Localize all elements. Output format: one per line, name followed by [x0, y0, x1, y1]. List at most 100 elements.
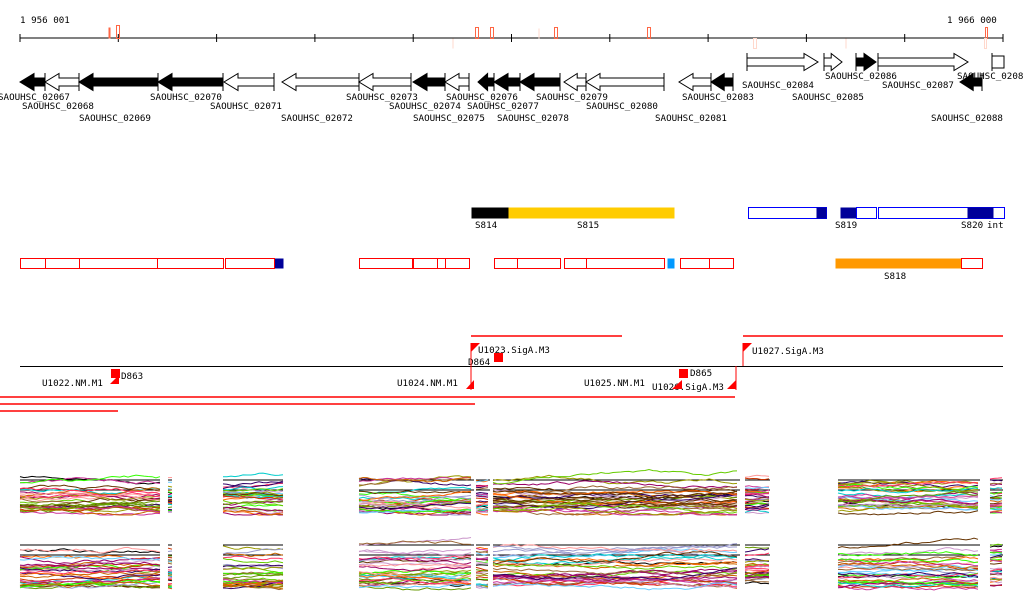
expression-profile: [167, 485, 173, 488]
expression-profile: [989, 580, 1003, 584]
gene-label: SAOUHSC_02078: [497, 113, 569, 124]
expression-profile: [222, 545, 284, 551]
expression-profile: [837, 510, 979, 516]
expression-profile: [222, 564, 284, 574]
expression-profile: [744, 565, 770, 569]
expression-profile: [990, 549, 1003, 553]
expression-profile: [837, 574, 979, 579]
expression-profile: [989, 584, 1003, 587]
expression-profile: [492, 506, 738, 516]
expression-profile: [989, 562, 1003, 565]
expression-profile: [744, 560, 770, 563]
segment-block: [359, 258, 413, 269]
expression-profile: [358, 569, 472, 576]
gene-label: SAOUHSC_02083: [682, 92, 754, 103]
expression-profile: [475, 562, 489, 565]
expression-profile: [19, 563, 161, 569]
expression-profile: [837, 503, 979, 508]
expression-profile: [837, 491, 979, 503]
expression-profile: [492, 553, 738, 561]
expression-profile: [475, 550, 489, 553]
expression-profile: [167, 559, 173, 561]
segment-label: S819: [835, 220, 857, 231]
expression-profile: [223, 566, 284, 571]
expression-profile: [358, 556, 472, 562]
expression-profile: [989, 497, 1003, 500]
transcript-unit-label: U1027.SigA.M3: [752, 346, 824, 357]
ruler-start-label: 1 956 001: [20, 15, 70, 26]
segment-block: [508, 207, 675, 219]
expression-profile: [989, 502, 1003, 506]
expression-profile: [167, 489, 173, 491]
gene-label: SAOUHSC_02069: [79, 113, 151, 124]
transcript-end-marker: [466, 380, 474, 389]
site-marker: [108, 27, 111, 39]
expression-profile: [744, 492, 770, 495]
site-marker: [116, 25, 120, 39]
expression-profile: [837, 492, 979, 499]
expression-profile: [492, 507, 738, 516]
expression-profile: [19, 577, 161, 584]
expression-profile: [989, 502, 1002, 505]
gene-arrow: [412, 72, 446, 92]
expression-profile: [492, 574, 738, 582]
expression-profile: [837, 554, 979, 564]
expression-profile: [475, 493, 489, 496]
expression-profile: [989, 508, 1003, 511]
expression-profile: [222, 552, 284, 558]
expression-profile: [475, 497, 489, 500]
expression-profile: [222, 480, 284, 487]
expression-profile: [989, 487, 1003, 490]
expression-profile: [358, 580, 472, 587]
expression-profile: [19, 487, 161, 495]
expression-profile: [167, 491, 173, 494]
expression-profile: [837, 537, 979, 549]
expression-profile: [838, 566, 979, 572]
gene-label: SAOUHSC_02080: [586, 101, 658, 112]
expression-profile: [167, 493, 173, 496]
segment-block: [157, 258, 224, 269]
expression-profile: [358, 476, 472, 483]
expression-profile: [837, 558, 979, 564]
segment-block: [20, 258, 46, 269]
segment-block: [856, 207, 877, 219]
deletion-label: D864: [468, 357, 491, 368]
expression-profile: [167, 574, 173, 577]
expression-profile: [167, 579, 173, 582]
gene-label: SAOUHSC_0208: [957, 71, 1023, 82]
gene-arrow: [710, 72, 734, 92]
expression-profile: [475, 546, 489, 550]
expression-profile: [222, 495, 284, 500]
expression-profile: [358, 499, 472, 508]
expression-profile: [990, 556, 1003, 559]
expression-profile: [222, 500, 284, 506]
expression-profile: [989, 500, 1003, 503]
expression-profile: [744, 493, 770, 498]
expression-profile: [989, 482, 1003, 485]
gene-label: SAOUHSC_02088: [931, 113, 1003, 124]
expression-profile: [492, 474, 738, 485]
expression-profile: [475, 552, 489, 556]
gene-arrow: [281, 72, 360, 92]
expression-profile: [358, 584, 472, 591]
expression-profile: [358, 581, 472, 586]
expression-profile: [837, 479, 979, 485]
expression-profile: [475, 585, 489, 589]
expression-profile: [744, 498, 770, 502]
expression-profile: [222, 581, 284, 590]
expression-profile: [167, 587, 173, 590]
site-marker: [475, 27, 479, 39]
transcript-unit-label: U1024.NM.M1: [397, 378, 458, 389]
expression-profile: [989, 479, 1003, 482]
transcript-end-marker: [672, 380, 682, 389]
expression-profile: [19, 474, 161, 484]
expression-profile: [358, 549, 472, 555]
expression-profile: [492, 497, 738, 504]
expression-profile: [475, 564, 489, 566]
gene-label: SAOUHSC_02075: [413, 113, 485, 124]
expression-profile: [475, 479, 489, 483]
gene-arrow: [444, 72, 470, 92]
expression-profile: [492, 545, 737, 557]
expression-profile: [358, 577, 472, 585]
expression-profile: [19, 569, 161, 575]
